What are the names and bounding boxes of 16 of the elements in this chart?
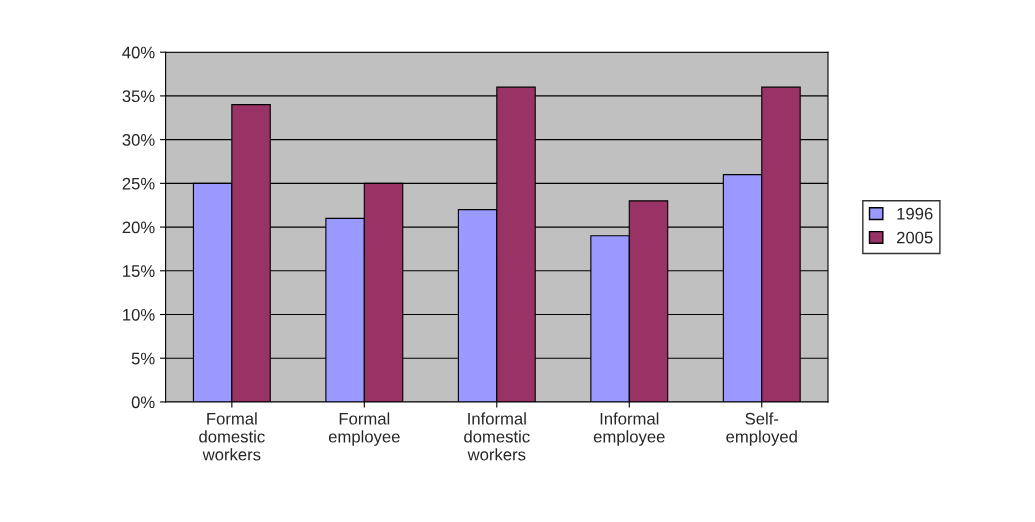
- legend-label: 1996: [897, 207, 933, 220]
- x-tick-label: Informal domestic workers: [464, 412, 530, 461]
- y-tick-label: 20%: [122, 221, 155, 234]
- y-tick-label: 15%: [123, 265, 155, 277]
- y-tick-label: 25%: [122, 177, 155, 190]
- x-tick-label: Self- employed: [726, 412, 797, 446]
- x-tick-label: Informal employee: [593, 412, 665, 446]
- y-tick-label: 5%: [131, 352, 155, 365]
- x-tick-label: Formal domestic workers: [199, 412, 265, 461]
- x-tick-label: Formal employee: [328, 412, 400, 446]
- y-tick-label: 0%: [131, 396, 155, 409]
- y-tick-label: 10%: [123, 308, 155, 321]
- legend-label: 2005: [897, 231, 933, 244]
- y-tick-label: 40%: [122, 46, 155, 59]
- y-tick-label: 30%: [122, 134, 155, 146]
- y-tick-label: 35%: [122, 90, 155, 103]
